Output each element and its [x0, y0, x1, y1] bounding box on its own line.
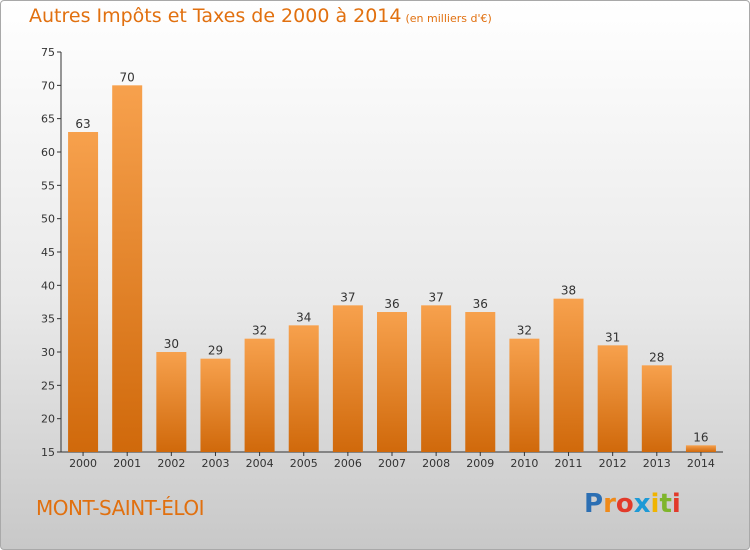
y-tick-label: 35 [41, 313, 55, 326]
y-tick-label: 75 [41, 46, 55, 59]
x-tick-label: 2014 [687, 457, 715, 470]
x-tick-label: 2006 [334, 457, 362, 470]
bar [68, 132, 99, 452]
x-tick-label: 2000 [69, 457, 97, 470]
y-tick-label: 65 [41, 113, 55, 126]
x-tick-label: 2012 [599, 457, 627, 470]
y-tick-label: 20 [41, 413, 55, 426]
bar-value-label: 38 [561, 284, 576, 298]
bar [377, 312, 407, 452]
bar-value-label: 31 [605, 330, 620, 344]
y-tick-label: 30 [41, 346, 55, 359]
x-tick-label: 2004 [246, 457, 274, 470]
bar-value-label: 34 [296, 310, 311, 324]
bar [200, 358, 231, 452]
bar-value-label: 36 [473, 297, 488, 311]
bar-value-label: 32 [517, 324, 532, 338]
bar-value-label: 16 [693, 430, 708, 444]
bar-value-label: 29 [208, 344, 223, 358]
chart-unit: (en milliers d'€) [405, 12, 492, 25]
bar [332, 305, 363, 452]
y-tick-label: 55 [41, 179, 55, 192]
x-tick-label: 2001 [113, 457, 141, 470]
y-tick-label: 60 [41, 146, 55, 159]
x-tick-label: 2011 [555, 457, 583, 470]
x-tick-label: 2002 [157, 457, 185, 470]
chart-title: Autres Impôts et Taxes de 2000 à 2014 (en… [29, 5, 492, 27]
x-tick-label: 2008 [422, 457, 450, 470]
x-tick-label: 2010 [510, 457, 538, 470]
bar [597, 345, 628, 452]
y-tick-label: 70 [41, 79, 55, 92]
chart-title-text: Autres Impôts et Taxes de 2000 à 2014 [29, 5, 402, 27]
bar [553, 298, 584, 452]
proxiti-logo: Proxiti [584, 489, 681, 519]
bar-value-label: 37 [340, 290, 355, 304]
bar [288, 325, 319, 452]
x-tick-label: 2009 [466, 457, 494, 470]
y-tick-label: 50 [41, 213, 55, 226]
town-name: MONT-SAINT-ÉLOI [36, 496, 204, 520]
bar-value-label: 37 [428, 290, 443, 304]
bar [641, 365, 672, 452]
x-tick-label: 2007 [378, 457, 406, 470]
bar-value-label: 36 [384, 297, 399, 311]
bar-value-label: 70 [120, 70, 135, 84]
bar [421, 305, 452, 452]
bar [685, 445, 716, 452]
bar-value-label: 28 [649, 350, 664, 364]
bar-value-label: 30 [164, 337, 179, 351]
x-tick-label: 2005 [290, 457, 318, 470]
y-tick-label: 25 [41, 379, 55, 392]
bar [156, 352, 187, 452]
y-tick-label: 40 [41, 279, 55, 292]
y-tick-label: 15 [41, 446, 55, 459]
y-tick-label: 45 [41, 246, 55, 259]
bar-value-label: 63 [75, 117, 90, 131]
bar-value-label: 32 [252, 324, 267, 338]
bar [465, 312, 496, 452]
bar [112, 85, 143, 452]
bar [509, 338, 540, 452]
x-tick-label: 2013 [643, 457, 671, 470]
x-tick-label: 2003 [201, 457, 229, 470]
bar [244, 338, 275, 452]
